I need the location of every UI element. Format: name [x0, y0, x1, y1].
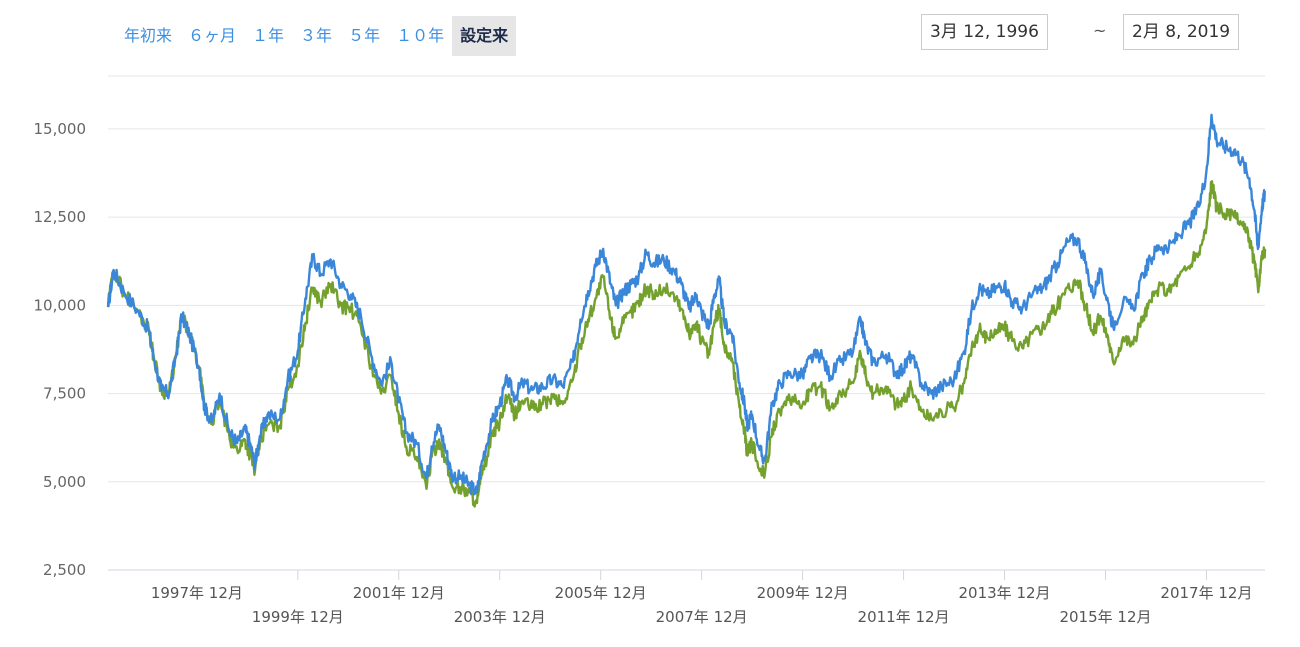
x-tick-label: 2015年 12月 [1059, 608, 1151, 626]
start-date-field[interactable]: 3月 12, 1996 [921, 14, 1048, 50]
date-range-separator: ~ [1093, 21, 1107, 40]
grid-lines [108, 128, 1265, 483]
y-tick-label: 7,500 [43, 385, 86, 403]
end-date-field[interactable]: 2月 8, 2019 [1123, 14, 1240, 50]
x-tick-label: 2005年 12月 [555, 584, 647, 602]
y-tick-label: 10,000 [34, 296, 87, 314]
series-line-green [106, 180, 1267, 508]
x-tick-label: 2007年 12月 [656, 608, 748, 626]
y-tick-label: 15,000 [34, 120, 87, 138]
y-tick-label: 5,000 [43, 473, 86, 491]
x-axis: 1997年 12月 1999年 12月 2001年 12月 2003年 12月 2005… [108, 569, 1265, 626]
range-6m-button[interactable]: ６ヶ月 [188, 26, 237, 45]
x-tick-label: 2003年 12月 [454, 608, 546, 626]
x-tick-label: 2001年 12月 [353, 584, 445, 602]
range-selector: 年初来 ６ヶ月 １年 ３年 ５年 １０年 設定来 [116, 16, 517, 56]
series-line-blue [106, 113, 1267, 496]
range-ytd-button[interactable]: 年初来 [124, 26, 173, 45]
x-tick-label: 2017年 12月 [1160, 584, 1252, 602]
y-tick-label: 12,500 [34, 208, 87, 226]
range-10y-button[interactable]: １０年 [396, 26, 445, 45]
x-tick-label: 1999年 12月 [252, 608, 344, 626]
series-lines [106, 113, 1267, 508]
range-1y-button[interactable]: １年 [252, 26, 285, 45]
x-tick-label: 2013年 12月 [959, 584, 1051, 602]
range-since-inception-button[interactable]: 設定来 [452, 16, 517, 56]
y-tick-label: 2,500 [43, 561, 86, 579]
range-5y-button[interactable]: ５年 [348, 26, 381, 45]
x-tick-label: 2009年 12月 [757, 584, 849, 602]
y-axis-ticks: 2,500 5,000 7,500 10,000 12,500 15,000 [34, 120, 87, 579]
range-3y-button[interactable]: ３年 [300, 26, 333, 45]
x-tick-label: 1997年 12月 [151, 584, 243, 602]
x-tick-label: 2011年 12月 [858, 608, 950, 626]
